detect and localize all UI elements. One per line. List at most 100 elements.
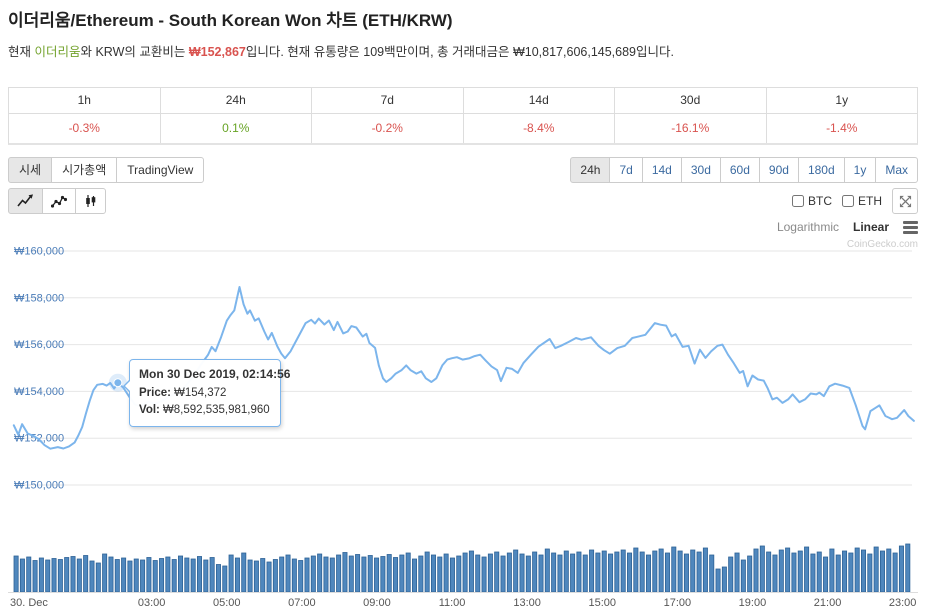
volume-bar <box>639 551 645 593</box>
volume-bar <box>393 557 399 593</box>
volume-bar <box>222 565 228 593</box>
eth-toggle[interactable]: ETH <box>842 194 882 208</box>
tooltip-price: Price: ₩154,372 <box>139 386 227 399</box>
volume-bar <box>266 561 272 593</box>
range-14d[interactable]: 14d <box>641 157 682 183</box>
range-Max[interactable]: Max <box>875 157 918 183</box>
volume-bar <box>298 560 304 593</box>
range-7d[interactable]: 7d <box>609 157 643 183</box>
coin-link[interactable]: 이더리움 <box>34 45 81 59</box>
line-markers-chart-button[interactable] <box>42 188 76 214</box>
tooltip-volume: Vol: ₩8,592,535,981,960 <box>139 404 270 417</box>
volume-bar <box>38 557 44 593</box>
range-30d[interactable]: 30d <box>680 157 721 183</box>
volume-bar <box>861 549 867 593</box>
x-axis-label: 15:00 <box>588 597 616 609</box>
volume-bar <box>367 555 373 593</box>
volume-bar <box>57 559 63 593</box>
volume-bar <box>76 558 82 593</box>
volume-bar <box>494 551 500 593</box>
volume-bar <box>532 551 538 593</box>
range-24h[interactable]: 24h <box>570 157 611 183</box>
volume-bar <box>513 549 519 593</box>
volume-bar <box>709 554 715 593</box>
volume-bar <box>576 551 582 593</box>
tab-시가총액[interactable]: 시가총액 <box>51 157 118 183</box>
volume-bar <box>475 554 481 593</box>
volume-bar <box>823 556 829 593</box>
volume-bar <box>734 552 740 593</box>
volume-bar <box>905 543 911 593</box>
x-axis-label: 17:00 <box>664 597 692 609</box>
page-subtitle: 현재 이더리움와 KRW의 교환비는 ₩152,867입니다. 현재 유통량은 … <box>8 45 674 59</box>
volume-bar <box>32 560 38 593</box>
candlestick-chart-button[interactable] <box>75 188 106 214</box>
volume-bar <box>95 562 101 593</box>
volume-bar <box>146 557 152 593</box>
line-chart-button[interactable] <box>8 188 43 214</box>
linear-option[interactable]: Linear <box>852 220 889 234</box>
logarithmic-option[interactable]: Logarithmic <box>776 220 839 234</box>
eth-checkbox[interactable] <box>842 195 854 207</box>
scale-toggle-row: Logarithmic Linear <box>777 220 918 234</box>
change-value-1h: -0.3% <box>9 114 161 143</box>
volume-bar <box>664 552 670 593</box>
price-chart[interactable]: ₩160,000₩158,000₩156,000₩154,000₩152,000… <box>0 236 926 616</box>
change-col-label-30d: 30d <box>615 88 767 113</box>
volume-bar <box>601 550 607 593</box>
btc-checkbox[interactable] <box>792 195 804 207</box>
change-value-14d: -8.4% <box>464 114 615 143</box>
change-col-label-24h: 24h <box>161 88 312 113</box>
volume-bar <box>317 553 323 593</box>
volume-bar <box>184 557 190 593</box>
volume-bar <box>424 551 430 593</box>
range-90d[interactable]: 90d <box>758 157 799 183</box>
volume-bar <box>898 545 904 593</box>
volume-bar <box>500 555 506 593</box>
line-chart-icon <box>17 194 33 207</box>
range-1y[interactable]: 1y <box>843 157 877 183</box>
volume-bar <box>399 554 405 593</box>
fullscreen-button[interactable] <box>892 188 918 214</box>
volume-bar <box>835 554 841 593</box>
volume-bar <box>563 550 569 593</box>
volume-bar <box>791 552 797 593</box>
volume-bar <box>538 554 544 593</box>
volume-bar <box>272 559 278 593</box>
volume-bar <box>102 553 108 593</box>
volume-bar <box>171 559 177 593</box>
line-markers-chart-icon <box>51 195 67 208</box>
current-price: ₩152,867 <box>188 45 246 59</box>
volume-bar <box>285 554 291 593</box>
volume-bar <box>209 557 215 593</box>
range-60d[interactable]: 60d <box>719 157 760 183</box>
volume-bar <box>645 554 651 593</box>
volume-bar <box>582 554 588 593</box>
volume-bar <box>848 552 854 593</box>
btc-toggle[interactable]: BTC <box>792 194 832 208</box>
hamburger-menu-icon[interactable] <box>903 220 918 234</box>
volume-bar <box>234 557 240 593</box>
eth-label: ETH <box>858 194 882 208</box>
volume-bar <box>190 558 196 593</box>
volume-bar <box>462 552 468 593</box>
tooltip-title: Mon 30 Dec 2019, 02:14:56 <box>139 367 291 381</box>
y-axis-label: ₩150,000 <box>14 480 64 492</box>
volume-bar <box>165 556 171 593</box>
volume-bar <box>892 552 898 593</box>
y-axis-label: ₩154,000 <box>14 386 64 398</box>
x-axis-label: 23:00 <box>889 597 917 609</box>
x-axis-label: 21:00 <box>814 597 842 609</box>
x-axis-label: 30. Dec <box>10 597 48 609</box>
volume-bar <box>443 553 449 593</box>
volume-bar <box>83 555 89 593</box>
volume-bar <box>323 556 329 593</box>
volume-bar <box>19 558 25 593</box>
volume-bar <box>747 555 753 593</box>
tab-TradingView[interactable]: TradingView <box>116 157 205 183</box>
btc-label: BTC <box>808 194 832 208</box>
chart-tooltip: Mon 30 Dec 2019, 02:14:56 Price: ₩154,372… <box>123 359 291 428</box>
tab-시세[interactable]: 시세 <box>8 157 53 183</box>
range-180d[interactable]: 180d <box>797 157 845 183</box>
volume-bar <box>873 546 879 593</box>
